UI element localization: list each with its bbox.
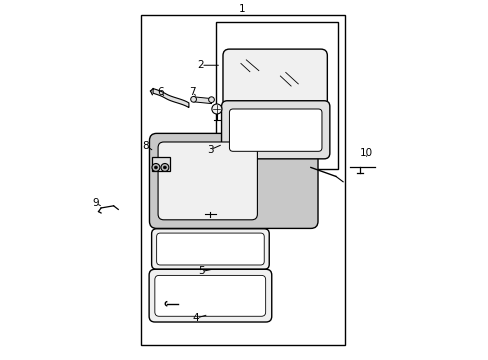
Circle shape — [154, 166, 157, 169]
Text: 5: 5 — [198, 266, 204, 276]
Text: 3: 3 — [207, 144, 213, 154]
Text: 2: 2 — [197, 60, 203, 70]
Polygon shape — [193, 97, 211, 104]
FancyBboxPatch shape — [151, 229, 269, 269]
Text: 9: 9 — [92, 198, 99, 208]
Text: 6: 6 — [157, 87, 163, 97]
FancyBboxPatch shape — [223, 49, 326, 107]
Text: 7: 7 — [189, 87, 195, 97]
Circle shape — [161, 163, 168, 171]
Circle shape — [163, 166, 166, 169]
Bar — [140, 15, 344, 345]
Circle shape — [152, 163, 160, 171]
FancyBboxPatch shape — [221, 101, 329, 159]
Text: 8: 8 — [142, 141, 149, 151]
Text: 10: 10 — [359, 148, 372, 158]
Circle shape — [211, 104, 222, 114]
Bar — [215, 22, 337, 169]
Text: 1: 1 — [238, 4, 245, 14]
Bar — [152, 157, 169, 171]
Polygon shape — [153, 89, 188, 108]
Circle shape — [208, 97, 214, 103]
FancyBboxPatch shape — [229, 109, 321, 151]
FancyBboxPatch shape — [149, 134, 317, 228]
FancyBboxPatch shape — [156, 233, 264, 265]
FancyBboxPatch shape — [155, 275, 265, 316]
FancyBboxPatch shape — [158, 142, 257, 220]
Circle shape — [190, 96, 196, 102]
Text: 4: 4 — [192, 313, 199, 323]
FancyBboxPatch shape — [149, 269, 271, 322]
